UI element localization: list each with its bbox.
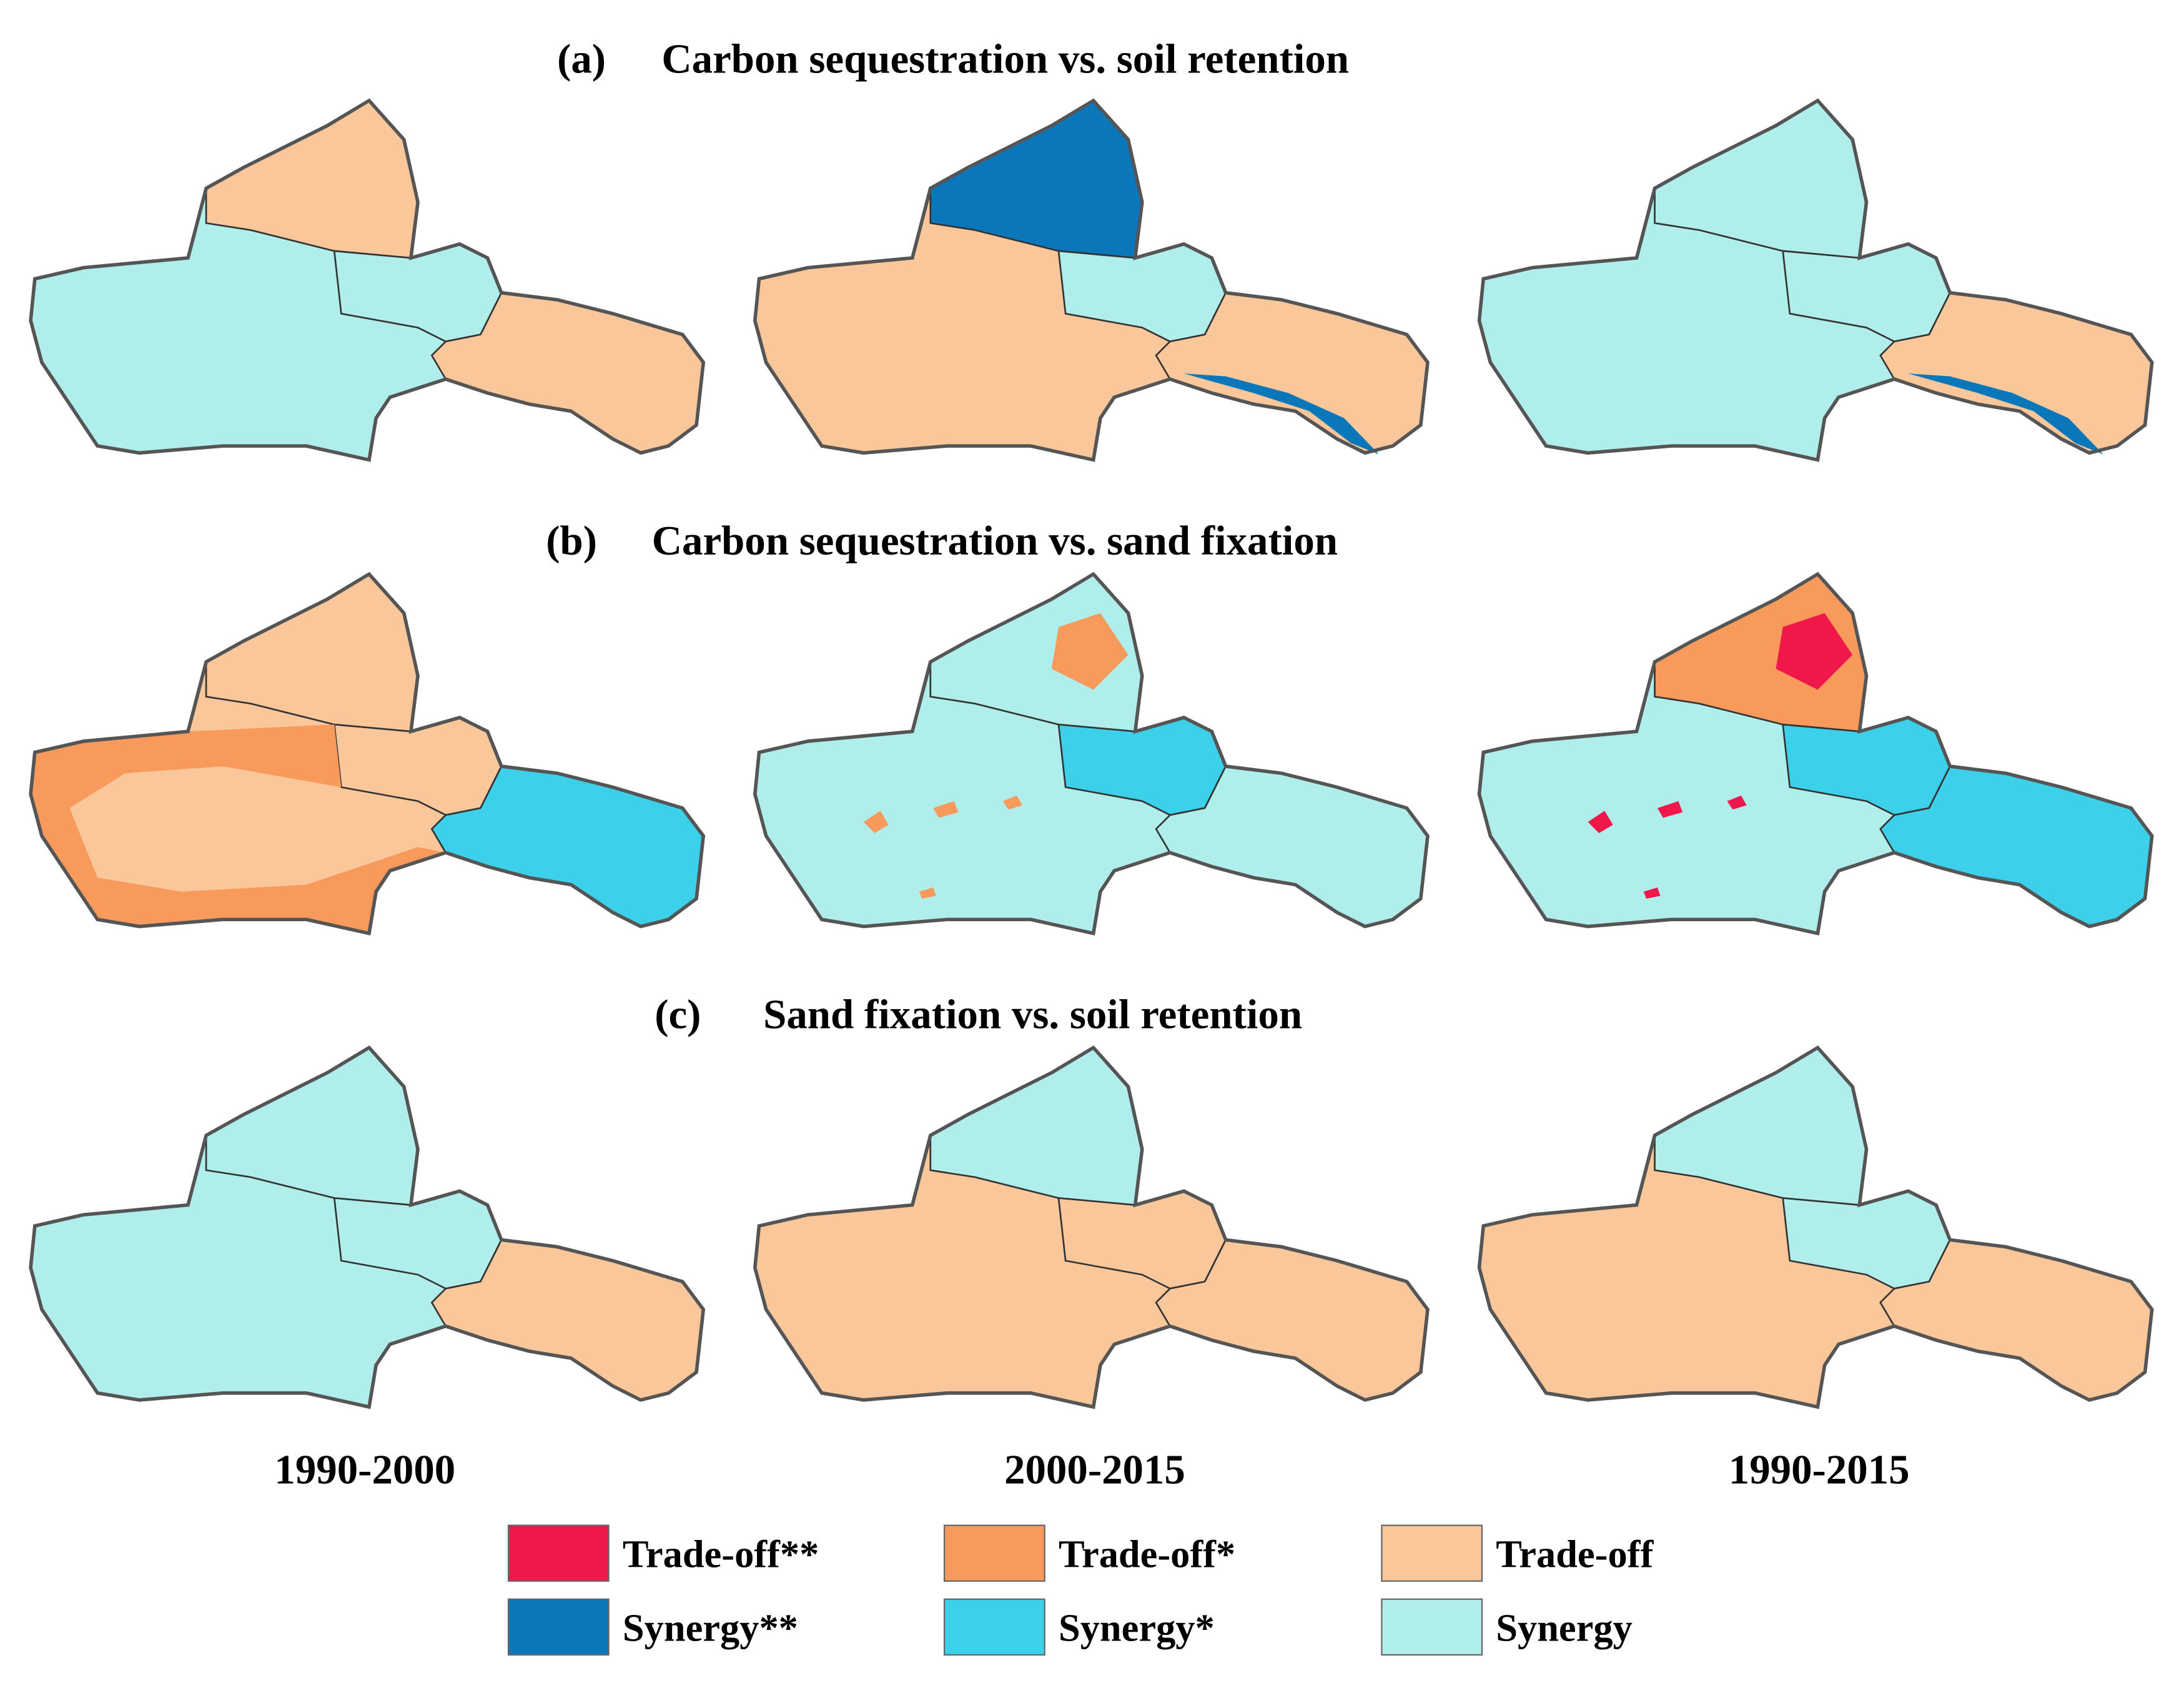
maps bbox=[31, 101, 2152, 1407]
legend-label: Synergy** bbox=[623, 1606, 798, 1650]
map-panel bbox=[755, 1048, 1428, 1407]
map-panel bbox=[1480, 1048, 2152, 1407]
map-panel bbox=[755, 574, 1428, 933]
map-panel bbox=[1480, 574, 2152, 933]
legend-swatch bbox=[1381, 1524, 1483, 1582]
panel-title: Carbon sequestration vs. soil retention bbox=[661, 36, 1349, 82]
legend-label: Trade-off* bbox=[1059, 1532, 1235, 1576]
legend-swatch bbox=[1381, 1598, 1483, 1656]
legend-swatch bbox=[507, 1598, 610, 1656]
legend-label: Synergy bbox=[1496, 1606, 1633, 1650]
panel-label: (c) bbox=[655, 991, 701, 1037]
legend-label: Trade-off bbox=[1496, 1532, 1654, 1576]
period-label: 1990-2000 bbox=[274, 1447, 455, 1493]
legend-label: Trade-off** bbox=[623, 1532, 819, 1576]
legend-swatch bbox=[943, 1524, 1045, 1582]
map-panel bbox=[31, 101, 703, 460]
panel-title: Sand fixation vs. soil retention bbox=[763, 991, 1302, 1037]
panel-title: Carbon sequestration vs. sand fixation bbox=[652, 518, 1338, 564]
legend-swatch bbox=[943, 1598, 1045, 1656]
map-panel bbox=[31, 1048, 703, 1407]
map-panel bbox=[31, 574, 703, 933]
legend-swatch bbox=[507, 1524, 610, 1582]
map-panel bbox=[755, 101, 1428, 460]
period-label: 1990-2015 bbox=[1729, 1447, 1910, 1493]
legend: Trade-off** Trade-off* Trade-off Synergy** S… bbox=[507, 1524, 1654, 1656]
map-panel bbox=[1480, 101, 2152, 460]
legend-label: Synergy* bbox=[1059, 1606, 1215, 1650]
panel-label: (b) bbox=[546, 518, 597, 564]
panel-label: (a) bbox=[557, 36, 606, 82]
period-label: 2000-2015 bbox=[1004, 1447, 1185, 1493]
